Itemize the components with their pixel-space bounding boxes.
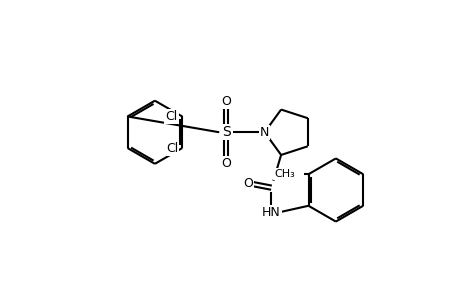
Text: CH₃: CH₃: [274, 169, 294, 179]
Text: O: O: [221, 95, 230, 108]
Text: N: N: [259, 126, 269, 139]
Text: Cl: Cl: [166, 142, 178, 154]
Text: S: S: [221, 125, 230, 139]
Text: O: O: [221, 157, 230, 169]
Text: O: O: [243, 177, 253, 190]
Text: HN: HN: [262, 206, 280, 219]
Text: Cl: Cl: [165, 110, 177, 123]
